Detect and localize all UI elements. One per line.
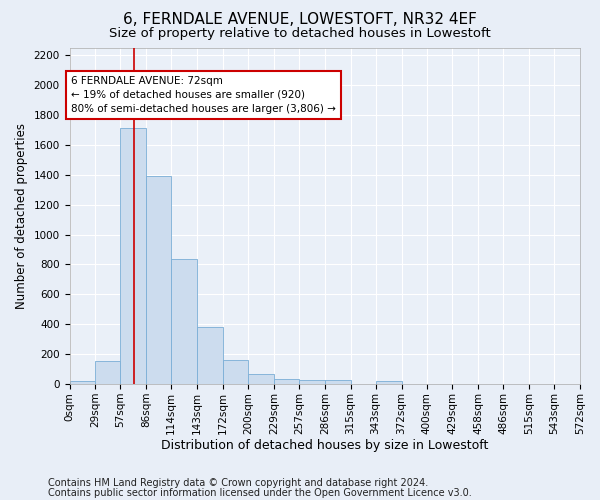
Bar	[223, 360, 248, 384]
Text: Contains public sector information licensed under the Open Government Licence v3: Contains public sector information licen…	[48, 488, 472, 498]
Bar	[121, 128, 146, 384]
Text: Contains HM Land Registry data © Crown copyright and database right 2024.: Contains HM Land Registry data © Crown c…	[48, 478, 428, 488]
Bar	[274, 379, 299, 384]
Bar	[197, 326, 223, 384]
Bar	[70, 381, 95, 384]
Bar	[325, 380, 350, 384]
Bar	[95, 361, 121, 384]
Bar	[299, 380, 325, 384]
Text: 6 FERNDALE AVENUE: 72sqm
← 19% of detached houses are smaller (920)
80% of semi-: 6 FERNDALE AVENUE: 72sqm ← 19% of detach…	[71, 76, 336, 114]
Bar	[146, 176, 171, 384]
Text: Size of property relative to detached houses in Lowestoft: Size of property relative to detached ho…	[109, 28, 491, 40]
Bar	[376, 381, 401, 384]
X-axis label: Distribution of detached houses by size in Lowestoft: Distribution of detached houses by size …	[161, 440, 488, 452]
Bar	[171, 259, 197, 384]
Bar	[248, 374, 274, 384]
Text: 6, FERNDALE AVENUE, LOWESTOFT, NR32 4EF: 6, FERNDALE AVENUE, LOWESTOFT, NR32 4EF	[123, 12, 477, 28]
Y-axis label: Number of detached properties: Number of detached properties	[15, 123, 28, 309]
